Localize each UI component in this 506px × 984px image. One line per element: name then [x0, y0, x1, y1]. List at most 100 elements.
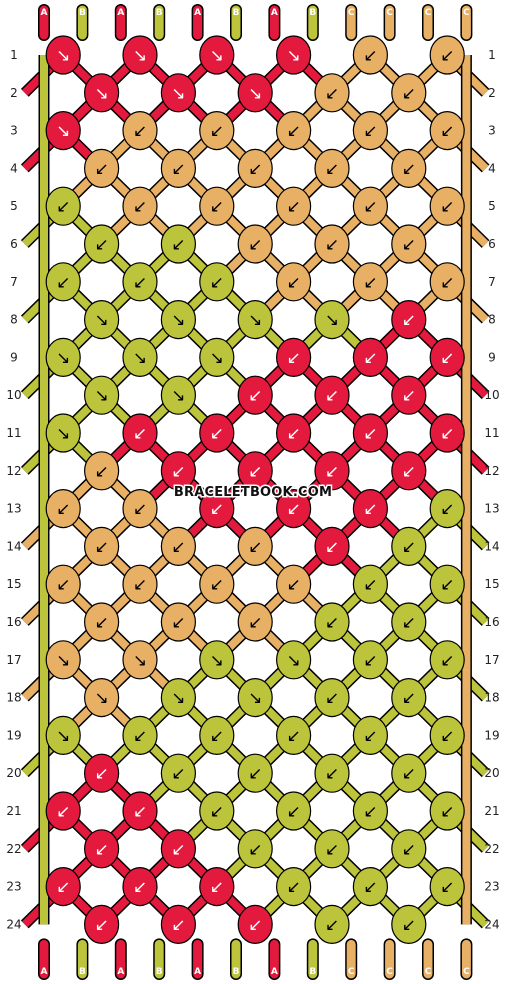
knot-direction-arrow: ↘ [133, 651, 147, 671]
knot-direction-arrow: ↘ [248, 689, 262, 709]
knot-shape [160, 73, 196, 113]
knot-direction-arrow: ↙ [94, 159, 108, 179]
knot: ↙ [276, 413, 312, 453]
knot: ↙ [45, 489, 81, 529]
knot-direction-arrow: ↙ [56, 575, 70, 595]
knot: ↙ [352, 262, 388, 302]
knot-shape [237, 148, 273, 188]
knot-direction-arrow: ↙ [94, 537, 108, 557]
knot: ↙ [391, 829, 427, 869]
knot-direction-arrow: ↙ [210, 424, 224, 444]
knot: ↘ [237, 73, 273, 113]
string-label-bottom: A [117, 967, 124, 977]
knot-direction-arrow: ↙ [94, 915, 108, 935]
knot-shape [160, 753, 196, 793]
knot: ↙ [237, 904, 273, 945]
knot: ↙ [391, 451, 427, 491]
row-number-right: 17 [484, 653, 499, 667]
knot-direction-arrow: ↘ [94, 689, 108, 709]
knot-shape [122, 640, 158, 680]
knot: ↙ [237, 829, 273, 869]
knot-direction-arrow: ↙ [325, 159, 339, 179]
knot-shape [237, 526, 273, 567]
knot-direction-arrow: ↙ [286, 122, 300, 142]
knot-shape [314, 677, 350, 718]
knot-shape [276, 35, 312, 75]
knot-direction-arrow: ↘ [286, 651, 300, 671]
knot-direction-arrow: ↙ [133, 726, 147, 746]
knot: ↙ [352, 35, 388, 75]
knot-shape [391, 375, 427, 415]
knot-direction-arrow: ↘ [133, 348, 147, 368]
string-label-bottom: A [41, 967, 48, 977]
knot-direction-arrow: ↙ [402, 462, 416, 482]
knot-direction-arrow: ↙ [363, 726, 377, 746]
knot-shape [237, 677, 273, 718]
knot-direction-arrow: ↙ [440, 122, 454, 142]
knot: ↙ [45, 262, 81, 302]
knot-direction-arrow: ↘ [171, 311, 185, 331]
knot: ↙ [276, 866, 312, 907]
row-number-right: 20 [484, 766, 499, 780]
knot-shape [276, 262, 312, 302]
knot-shape [199, 262, 235, 302]
knot-direction-arrow: ↙ [363, 575, 377, 595]
knot-shape [429, 186, 465, 226]
knot-direction-arrow: ↙ [325, 386, 339, 406]
row-number-left: 14 [6, 539, 21, 553]
knot: ↙ [276, 337, 312, 377]
row-number-right: 18 [484, 691, 499, 705]
row-number-left: 21 [6, 804, 21, 818]
knot: ↙ [83, 224, 120, 264]
knot-direction-arrow: ↘ [56, 651, 70, 671]
knot-direction-arrow: ↙ [325, 235, 339, 255]
knot: ↘ [45, 413, 81, 453]
knot: ↙ [429, 791, 465, 831]
string-label-top: C [386, 8, 393, 18]
knot-direction-arrow: ↙ [363, 348, 377, 368]
row-number-left: 15 [6, 577, 21, 591]
knot-shape [429, 35, 465, 75]
knot: ↙ [391, 224, 427, 264]
watermark: BRACELETBOOK.COM [174, 485, 332, 500]
knot-shape [352, 640, 388, 680]
knot: ↙ [237, 602, 273, 642]
knot-shape [160, 375, 196, 415]
knot-shape [122, 564, 158, 604]
knot: ↘ [199, 337, 235, 377]
knot-shape [122, 337, 158, 377]
knot: ↙ [199, 715, 235, 756]
knot: ↙ [160, 829, 196, 869]
string-label-top: B [156, 8, 163, 18]
knot-shape [45, 866, 81, 907]
knot-direction-arrow: ↙ [440, 500, 454, 520]
knot-shape [237, 829, 273, 869]
knot-shape [237, 753, 273, 793]
row-number-left: 7 [10, 275, 18, 289]
knot-shape [199, 111, 235, 151]
knot-shape [429, 413, 465, 453]
row-number-left: 4 [10, 161, 18, 175]
knot-shape [276, 791, 312, 831]
knot-direction-arrow: ↙ [325, 915, 339, 935]
knot-direction-arrow: ↙ [325, 689, 339, 709]
knot-shape [352, 413, 388, 453]
knot-shape [276, 866, 312, 907]
row-number-right: 9 [488, 350, 496, 364]
knot-shape [122, 791, 158, 831]
knot-direction-arrow: ↙ [210, 575, 224, 595]
string-label-bottom: B [309, 967, 316, 977]
knot-shape [199, 489, 235, 529]
knot: ↙ [276, 791, 312, 831]
row-number-right: 15 [484, 577, 499, 591]
row-number-left: 16 [6, 615, 21, 629]
knot: ↙ [276, 111, 312, 151]
row-number-right: 23 [484, 880, 499, 894]
knot-direction-arrow: ↙ [94, 462, 108, 482]
knot-shape [429, 111, 465, 151]
knot-direction-arrow: ↘ [94, 84, 108, 104]
knot-shape [352, 866, 388, 907]
knot: ↙ [160, 602, 196, 642]
